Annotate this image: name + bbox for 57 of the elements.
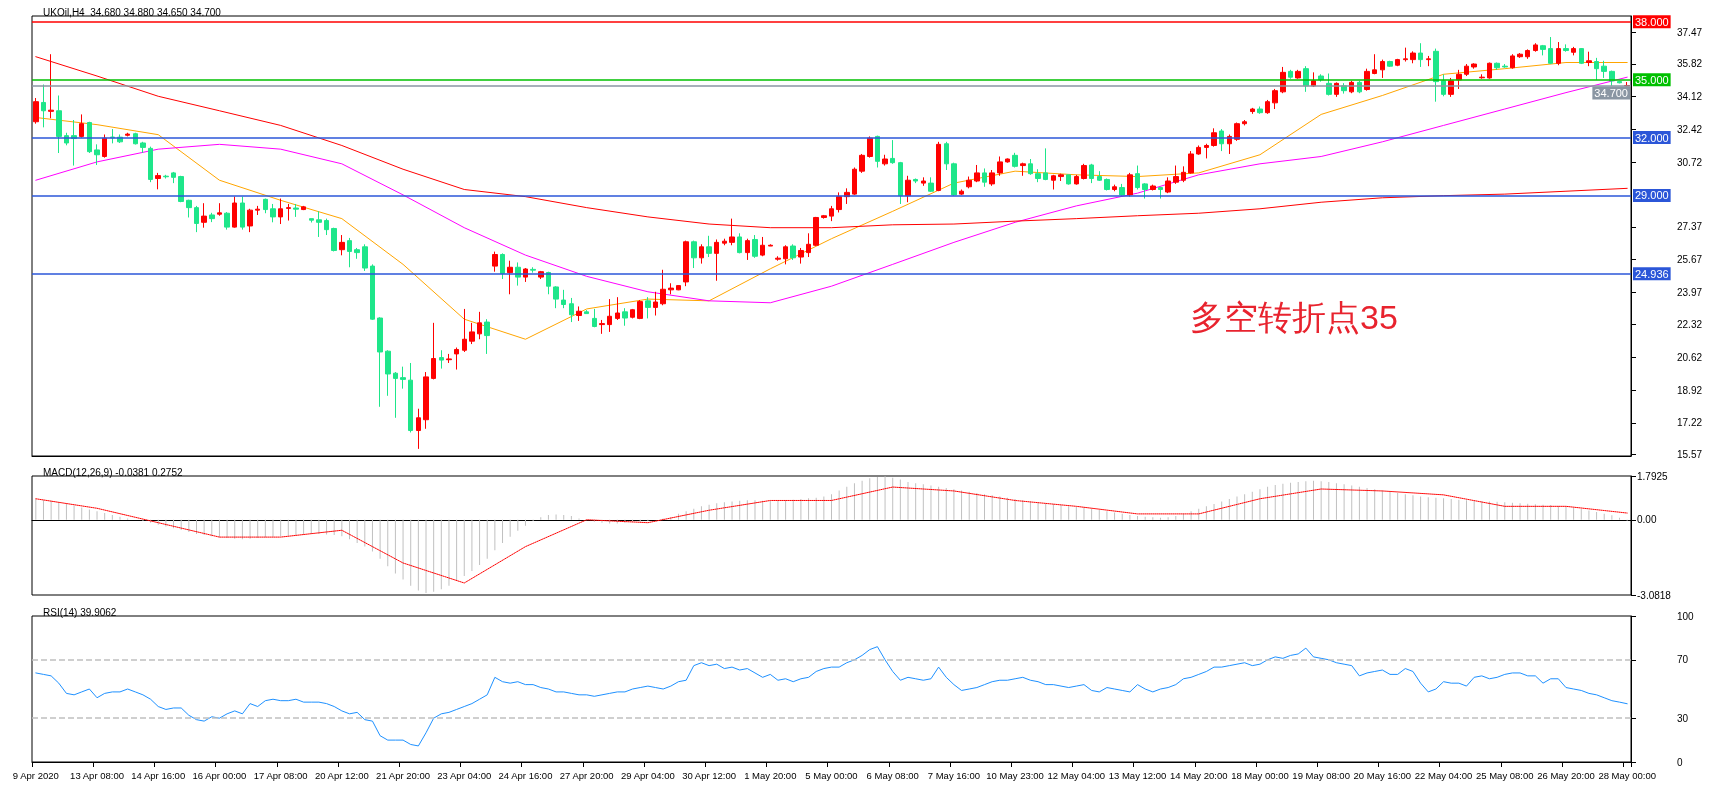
x-tick-label: 22 May 04:00 bbox=[1414, 769, 1473, 781]
y-tick-label: 1.7925 bbox=[1637, 470, 1669, 482]
x-tick-label: 28 May 00:00 bbox=[1598, 769, 1656, 781]
x-tick-label: 19 May 08:00 bbox=[1292, 769, 1350, 781]
ref-line-label: 32.000 bbox=[1635, 131, 1669, 144]
x-tick-label: 13 Apr 08:00 bbox=[70, 769, 124, 781]
x-tick-label: 5 May 00:00 bbox=[805, 769, 858, 781]
x-tick-label: 12 May 04:00 bbox=[1047, 769, 1106, 781]
y-tick-label: 34.12 bbox=[1677, 91, 1703, 103]
ref-line-label: 35.000 bbox=[1635, 73, 1669, 86]
ref-line-label: 38.000 bbox=[1635, 15, 1669, 28]
x-tick-label: 10 May 23:00 bbox=[986, 769, 1044, 781]
x-tick-label: 29 Apr 04:00 bbox=[620, 769, 675, 781]
x-tick-label: 30 Apr 12:00 bbox=[682, 769, 737, 781]
y-tick-label: 23.97 bbox=[1677, 287, 1703, 299]
x-tick-label: 13 May 12:00 bbox=[1108, 769, 1167, 781]
y-tick-label: 18.92 bbox=[1677, 384, 1703, 396]
ref-line-label: 34.700 bbox=[1594, 86, 1628, 99]
y-tick-label: 100 bbox=[1677, 610, 1695, 622]
y-tick-label: 0 bbox=[1677, 756, 1683, 768]
ref-line-label: 24.936 bbox=[1635, 267, 1669, 280]
y-tick-label: 0.00 bbox=[1637, 514, 1657, 526]
y-tick-label: 70 bbox=[1677, 654, 1689, 666]
x-tick-label: 23 Apr 04:00 bbox=[437, 769, 492, 781]
x-tick-label: 16 Apr 00:00 bbox=[192, 769, 247, 781]
x-tick-label: 6 May 08:00 bbox=[866, 769, 919, 781]
y-tick-label: 30.72 bbox=[1677, 156, 1703, 168]
annotation: 多空转折点35 bbox=[1190, 298, 1398, 336]
y-tick-label: 27.37 bbox=[1677, 221, 1703, 233]
chart-title: RSI(14) 39.9062 bbox=[43, 606, 117, 618]
x-tick-label: 24 Apr 16:00 bbox=[498, 769, 553, 781]
y-tick-label: 22.32 bbox=[1677, 318, 1703, 330]
x-tick-label: 17 Apr 08:00 bbox=[253, 769, 308, 781]
x-tick-label: 26 May 20:00 bbox=[1537, 769, 1595, 781]
x-tick-label: 27 Apr 20:00 bbox=[559, 769, 614, 781]
x-tick-label: 20 May 16:00 bbox=[1353, 769, 1412, 781]
x-tick-label: 9 Apr 2020 bbox=[12, 769, 59, 781]
y-tick-label: 17.22 bbox=[1677, 417, 1703, 429]
x-tick-label: 14 Apr 16:00 bbox=[131, 769, 186, 781]
y-tick-label: -3.0818 bbox=[1637, 589, 1672, 601]
x-tick-label: 18 May 00:00 bbox=[1231, 769, 1289, 781]
y-tick-label: 37.47 bbox=[1677, 26, 1703, 38]
x-tick-label: 21 Apr 20:00 bbox=[376, 769, 431, 781]
y-tick-label: 20.62 bbox=[1677, 351, 1703, 363]
y-tick-label: 32.42 bbox=[1677, 123, 1703, 135]
x-tick-label: 7 May 16:00 bbox=[927, 769, 981, 781]
ref-line-label: 29.000 bbox=[1635, 189, 1669, 202]
chart-title: MACD(12,26,9) -0.0381 0.2752 bbox=[43, 466, 183, 478]
y-tick-label: 30 bbox=[1677, 712, 1689, 724]
y-tick-label: 25.67 bbox=[1677, 254, 1703, 266]
y-tick-label: 15.57 bbox=[1677, 449, 1703, 461]
x-tick-label: 1 May 20:00 bbox=[744, 769, 797, 781]
chart-title: UKOil,H4 34.680 34.880 34.650 34.700 bbox=[43, 6, 222, 18]
x-tick-label: 25 May 08:00 bbox=[1475, 769, 1534, 781]
x-tick-label: 14 May 20:00 bbox=[1169, 769, 1228, 781]
y-tick-label: 35.82 bbox=[1677, 58, 1703, 70]
x-tick-label: 20 Apr 12:00 bbox=[314, 769, 369, 781]
